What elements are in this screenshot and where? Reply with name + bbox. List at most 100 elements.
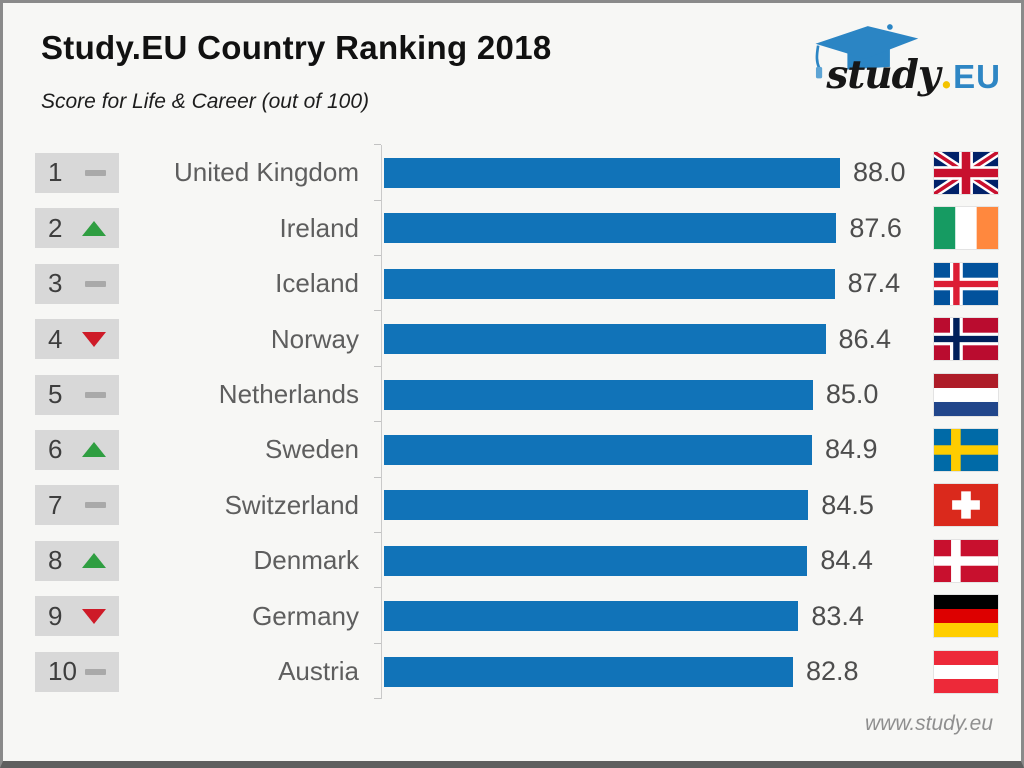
- country-label: Switzerland: [224, 489, 359, 520]
- trend-same-icon: [85, 280, 106, 287]
- flag-dk-icon: [933, 538, 999, 583]
- chart-row: 2 Ireland 87.6: [3, 199, 1021, 257]
- rank-badge: 7: [35, 485, 119, 526]
- bar-chart: 1 United Kingdom 88.0 2 Ireland 87.6: [3, 144, 1021, 700]
- trend-up-icon: [82, 220, 106, 236]
- rank-number: 4: [48, 323, 63, 354]
- bar-track: 87.6: [374, 199, 933, 257]
- score-value: 84.4: [820, 545, 873, 576]
- score-bar: [384, 545, 808, 576]
- flag-no-icon: [933, 317, 999, 362]
- country-label: Germany: [252, 600, 359, 631]
- country-label: United Kingdom: [174, 157, 359, 188]
- graduation-cap-icon: [815, 24, 919, 79]
- rank-number: 5: [48, 379, 63, 410]
- country-label: Sweden: [265, 434, 359, 465]
- score-bar: [384, 324, 826, 355]
- score-value: 84.5: [821, 489, 874, 520]
- chart-row: 10 Austria 82.8: [3, 642, 1021, 700]
- bar-track: 84.9: [374, 421, 933, 478]
- page-title: Study.EU Country Ranking 2018: [41, 29, 552, 66]
- score-value: 87.6: [849, 212, 902, 243]
- rank-number: 6: [48, 434, 63, 465]
- trend-same-icon: [85, 502, 106, 509]
- score-bar: [384, 379, 813, 410]
- rank-number: 3: [48, 268, 63, 299]
- country-label: Netherlands: [218, 379, 359, 410]
- score-bar: [384, 601, 799, 632]
- rank-badge: 9: [35, 596, 119, 637]
- bar-track: 84.5: [374, 476, 933, 534]
- rank-badge: 1: [35, 152, 119, 193]
- bar-track: 88.0: [374, 144, 933, 201]
- score-value: 85.0: [825, 379, 879, 410]
- score-value: 86.4: [838, 323, 892, 354]
- chart-row: 1 United Kingdom 88.0: [3, 144, 1021, 201]
- flag-is-icon: [933, 261, 999, 306]
- rank-number: 1: [48, 157, 63, 188]
- chart-row: 4 Norway 86.4: [3, 310, 1021, 367]
- score-bar: [384, 213, 837, 244]
- bar-track: 84.4: [374, 532, 933, 589]
- bar-track: 86.4: [374, 310, 933, 367]
- flag-at-icon: [933, 649, 999, 694]
- flag-gb-icon: [933, 150, 999, 195]
- rank-number: 10: [48, 656, 77, 686]
- flag-ie-icon: [933, 206, 999, 251]
- chart-row: 8 Denmark 84.4: [3, 532, 1021, 589]
- trend-down-icon: [82, 608, 106, 624]
- rank-badge: 8: [35, 540, 119, 581]
- flag-ch-icon: [933, 483, 999, 528]
- footer: www.study.eu: [3, 712, 1021, 736]
- rank-badge: 10: [35, 651, 119, 692]
- rank-badge: 6: [35, 429, 119, 470]
- rank-badge: 2: [35, 208, 119, 249]
- rank-number: 2: [48, 212, 63, 243]
- logo-word-study: study: [826, 52, 940, 98]
- country-label: Denmark: [253, 545, 359, 576]
- rank-number: 7: [48, 489, 63, 520]
- logo-dot: .: [939, 52, 954, 98]
- trend-up-icon: [82, 553, 106, 569]
- flag-nl-icon: [933, 372, 999, 417]
- score-bar: [384, 490, 809, 521]
- score-bar: [384, 656, 793, 687]
- score-bar: [384, 268, 835, 299]
- rank-badge: 4: [35, 319, 119, 360]
- score-value: 87.4: [847, 268, 901, 299]
- flag-de-icon: [933, 594, 999, 639]
- chart-row: 5 Netherlands 85.0: [3, 365, 1021, 423]
- rank-badge: 5: [35, 374, 119, 415]
- trend-same-icon: [85, 169, 106, 176]
- score-value: 84.9: [825, 434, 878, 465]
- trend-same-icon: [85, 668, 106, 675]
- bar-track: 87.4: [374, 255, 933, 312]
- bar-track: 82.8: [374, 642, 933, 700]
- trend-same-icon: [85, 391, 106, 398]
- bar-track: 85.0: [374, 365, 933, 423]
- logo-wordmark: study.EU: [826, 56, 1001, 95]
- chart-row: 9 Germany 83.4: [3, 587, 1021, 644]
- trend-up-icon: [82, 442, 106, 458]
- website-url: www.study.eu: [865, 712, 993, 736]
- country-label: Austria: [278, 656, 359, 686]
- rank-number: 8: [48, 545, 63, 576]
- score-value: 88.0: [853, 157, 906, 188]
- score-value: 83.4: [811, 600, 864, 631]
- chart-subtitle: Score for Life & Career (out of 100): [41, 90, 369, 114]
- score-value: 82.8: [806, 656, 859, 686]
- chart-row: 6 Sweden 84.9: [3, 421, 1021, 478]
- country-label: Norway: [270, 323, 359, 354]
- country-label: Iceland: [275, 268, 359, 299]
- logo-word-eu: EU: [953, 58, 1001, 95]
- chart-row: 3 Iceland 87.4: [3, 255, 1021, 312]
- studyeu-logo: study.EU: [803, 19, 1003, 95]
- country-label: Ireland: [279, 212, 360, 243]
- score-bar: [384, 434, 812, 465]
- rank-badge: 3: [35, 263, 119, 304]
- flag-se-icon: [933, 427, 999, 472]
- score-bar: [384, 157, 840, 188]
- chart-row: 7 Switzerland 84.5: [3, 476, 1021, 534]
- bar-track: 83.4: [374, 587, 933, 644]
